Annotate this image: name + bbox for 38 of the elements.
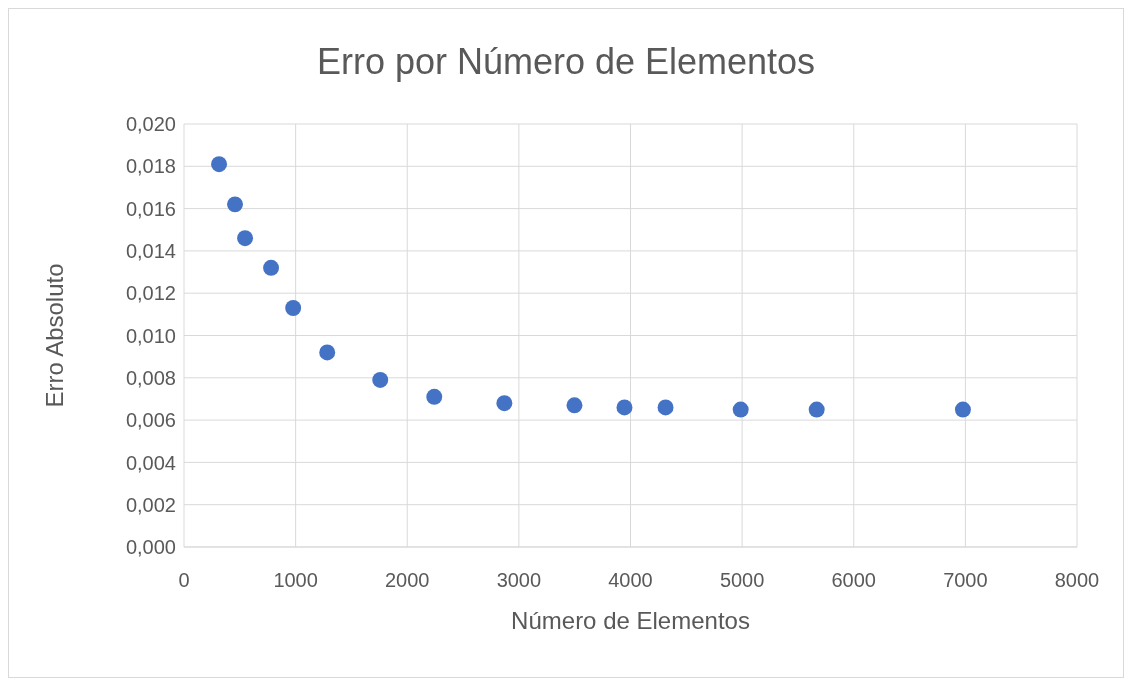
y-tick-label: 0,014 [125,240,176,262]
point [319,344,336,361]
x-tick-label: 5000 [719,569,765,592]
point [496,395,513,412]
point [227,196,243,213]
y-tick-label: 0,020 [125,113,176,136]
y-tick-label: 0,000 [125,536,176,559]
x-tick-label: 0 [178,569,190,592]
x-tick-label: 2000 [385,569,430,592]
y-tick-label: 0,016 [125,197,176,220]
y-tick-label: 0,006 [125,409,176,432]
point [285,300,302,316]
point [372,371,389,388]
x-tick-label: 7000 [943,569,988,592]
y-tick-label: 0,012 [125,282,176,305]
x-tick-label: 3000 [496,569,542,592]
y-tick-label: 0,002 [125,493,176,516]
point [954,401,971,418]
x-tick-label: 8000 [1054,569,1100,592]
point [263,259,280,276]
point [657,399,674,416]
y-tick-label: 0,018 [125,155,176,178]
y-tick-label: 0,008 [125,366,176,389]
y-axis-title: Erro Absoluto [40,263,68,408]
chart-title: Erro por Número de Elementos [315,41,817,83]
point [808,401,825,418]
point [211,156,228,173]
point [426,388,443,405]
point [237,230,254,247]
y-tick-label: 0,010 [125,324,176,347]
x-tick-label: 4000 [608,569,653,592]
point [616,399,633,416]
y-tick-label: 0,004 [125,451,176,474]
point [566,397,583,414]
x-tick-label: 1000 [273,569,318,592]
x-axis-title: Número de Elementos [511,607,750,635]
point [732,401,749,418]
x-tick-label: 6000 [831,569,876,592]
